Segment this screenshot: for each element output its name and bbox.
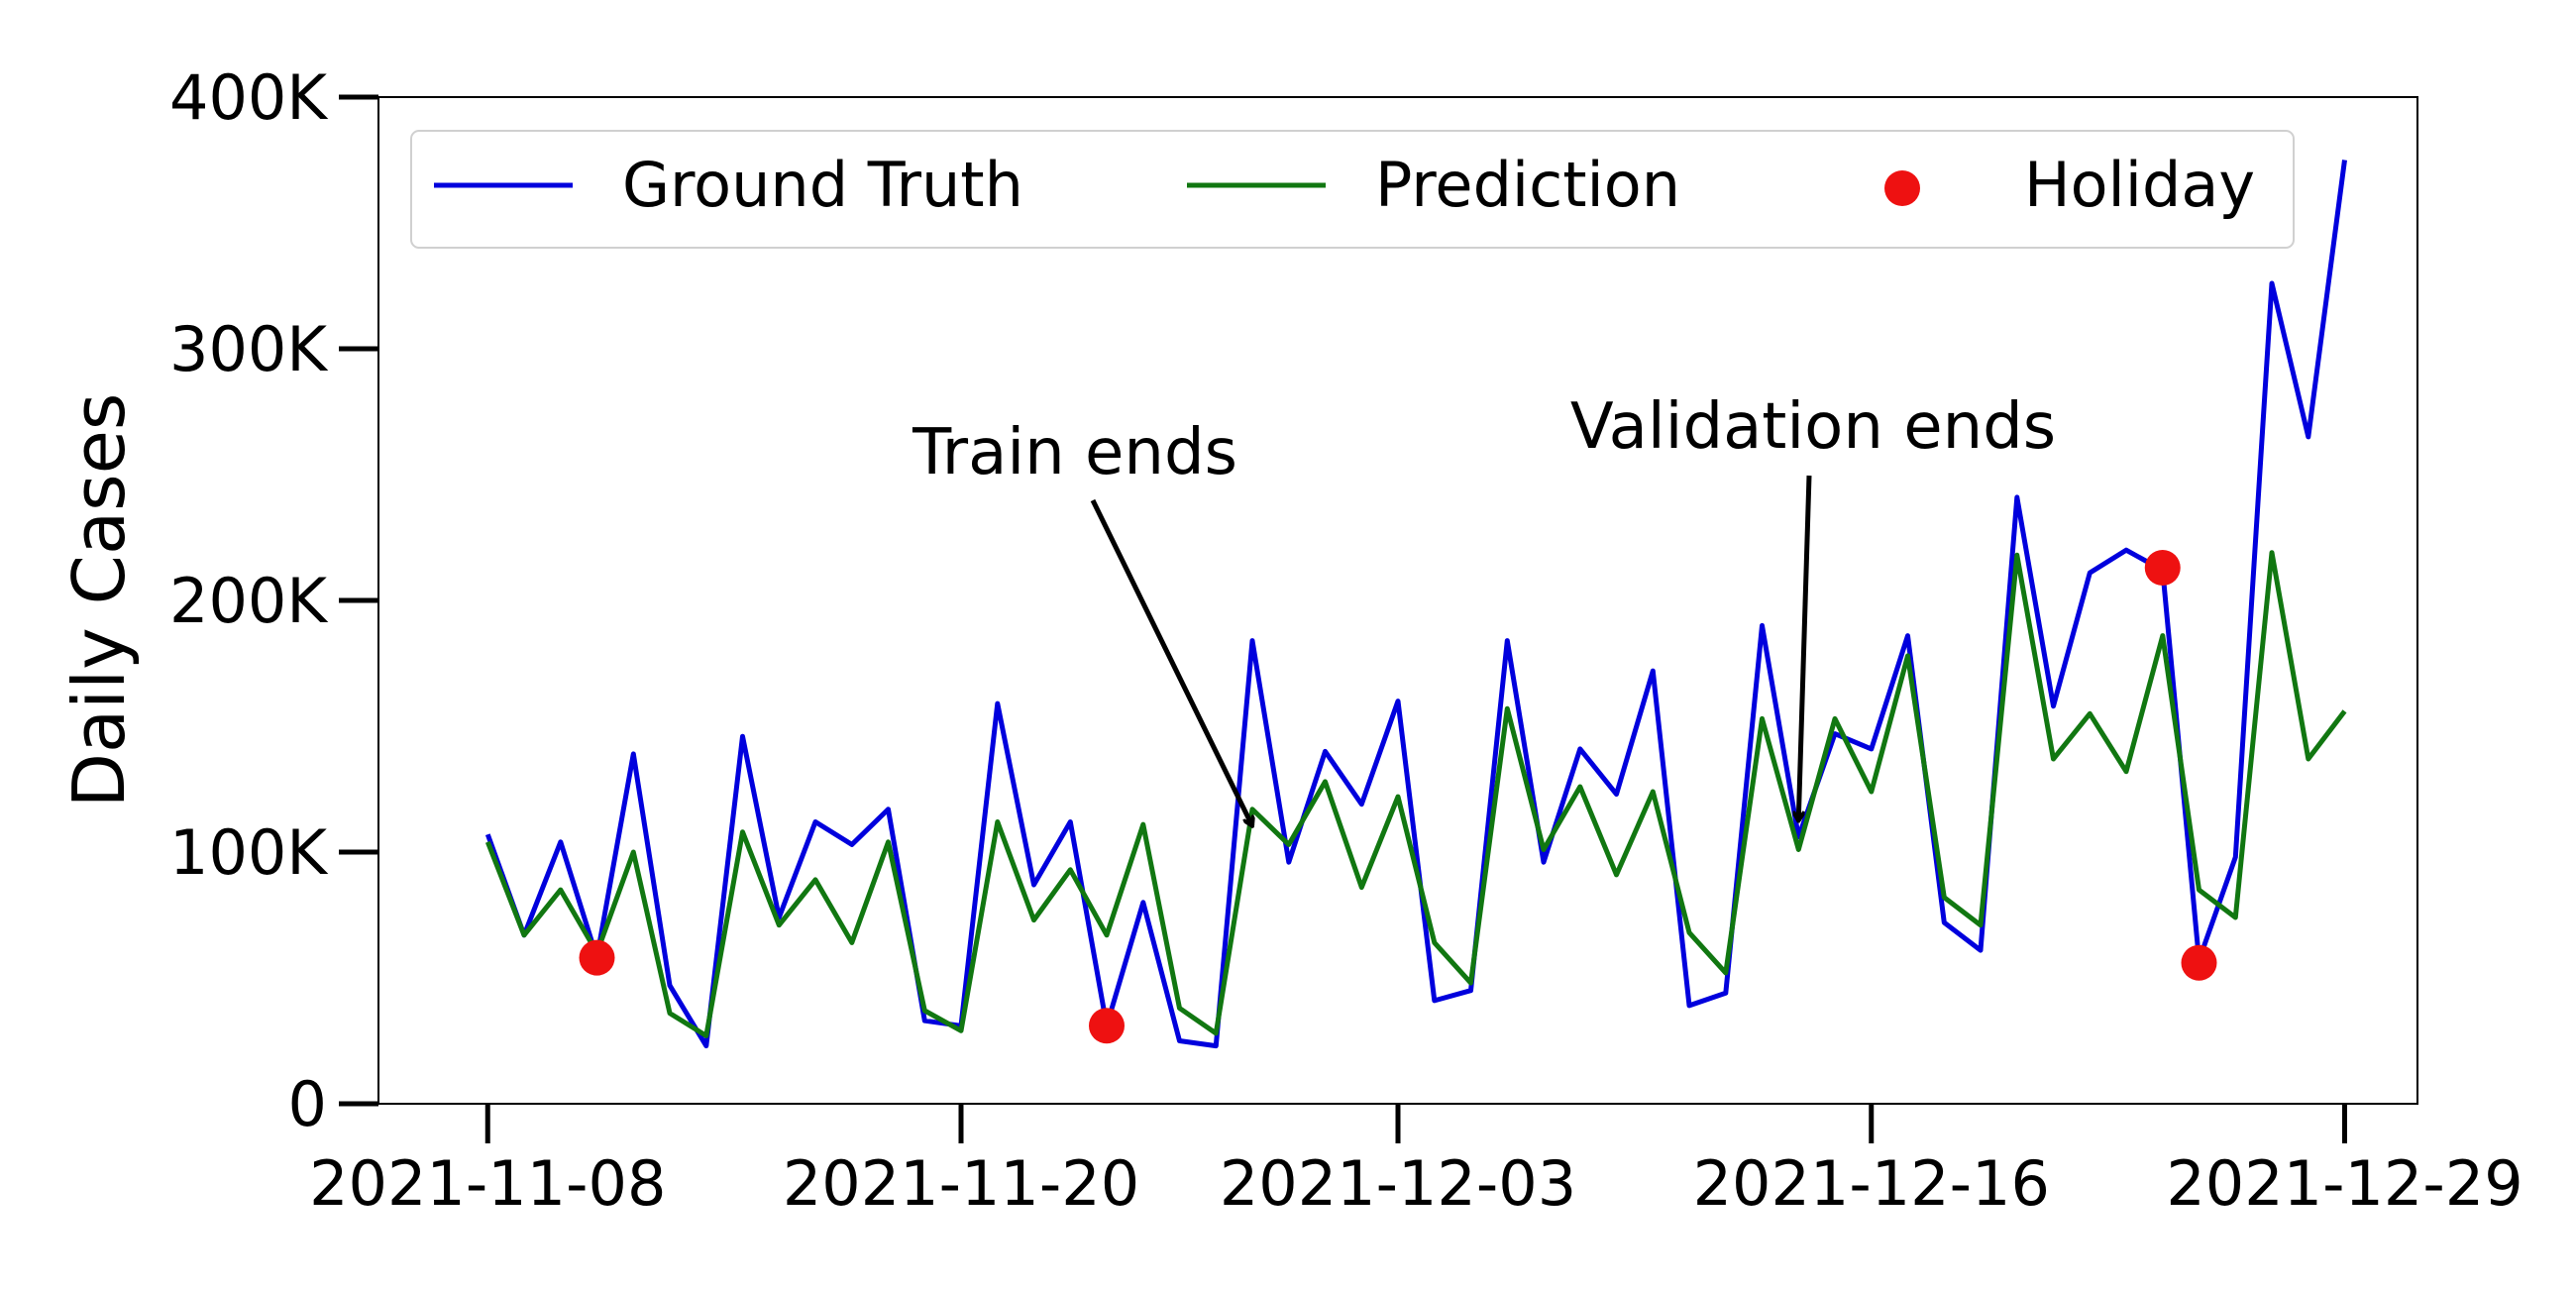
y-tick-label: 100K — [169, 816, 328, 889]
holiday-marker — [2181, 944, 2217, 981]
x-tick-label: 2021-12-29 — [2166, 1147, 2522, 1220]
annotations: Train ends Validation ends — [912, 390, 2056, 826]
series-layer — [484, 160, 2347, 1049]
y-tick-label: 400K — [169, 61, 328, 134]
legend: Ground Truth Prediction Holiday — [410, 130, 2295, 249]
annotation-arrow — [1798, 475, 1812, 821]
annotation-label: Validation ends — [1570, 390, 2056, 464]
legend-label-holiday: Holiday — [2024, 149, 2255, 221]
y-tick-label: 0 — [288, 1068, 327, 1140]
series-line-ground-truth — [484, 160, 2347, 1049]
holiday-marker — [1089, 1008, 1125, 1044]
legend-swatch-holiday — [1884, 170, 1920, 206]
legend-label-ground-truth: Ground Truth — [622, 149, 1023, 221]
holiday-marker — [2144, 549, 2181, 586]
x-tick-label: 2021-12-16 — [1693, 1147, 2050, 1220]
series-line-prediction — [484, 550, 2347, 1038]
legend-label-prediction: Prediction — [1375, 149, 1680, 221]
y-tick-label: 300K — [169, 313, 328, 385]
legend-box — [410, 130, 2295, 249]
x-axis: 2021-11-08 2021-11-20 2021-12-03 2021-12-16… — [309, 1104, 2523, 1220]
x-tick-label: 2021-11-08 — [309, 1147, 666, 1220]
x-tick-label: 2021-11-20 — [783, 1147, 1139, 1220]
annotation-label: Train ends — [912, 416, 1237, 489]
x-tick-label: 2021-12-03 — [1220, 1147, 1576, 1220]
y-axis-title: Daily Cases — [57, 393, 141, 808]
holiday-markers — [579, 549, 2217, 1044]
holiday-marker — [579, 939, 615, 976]
annotation-arrow — [1090, 498, 1252, 826]
y-tick-label: 200K — [169, 565, 328, 637]
y-axis: 0 100K 200K 300K 400K — [169, 61, 378, 1140]
